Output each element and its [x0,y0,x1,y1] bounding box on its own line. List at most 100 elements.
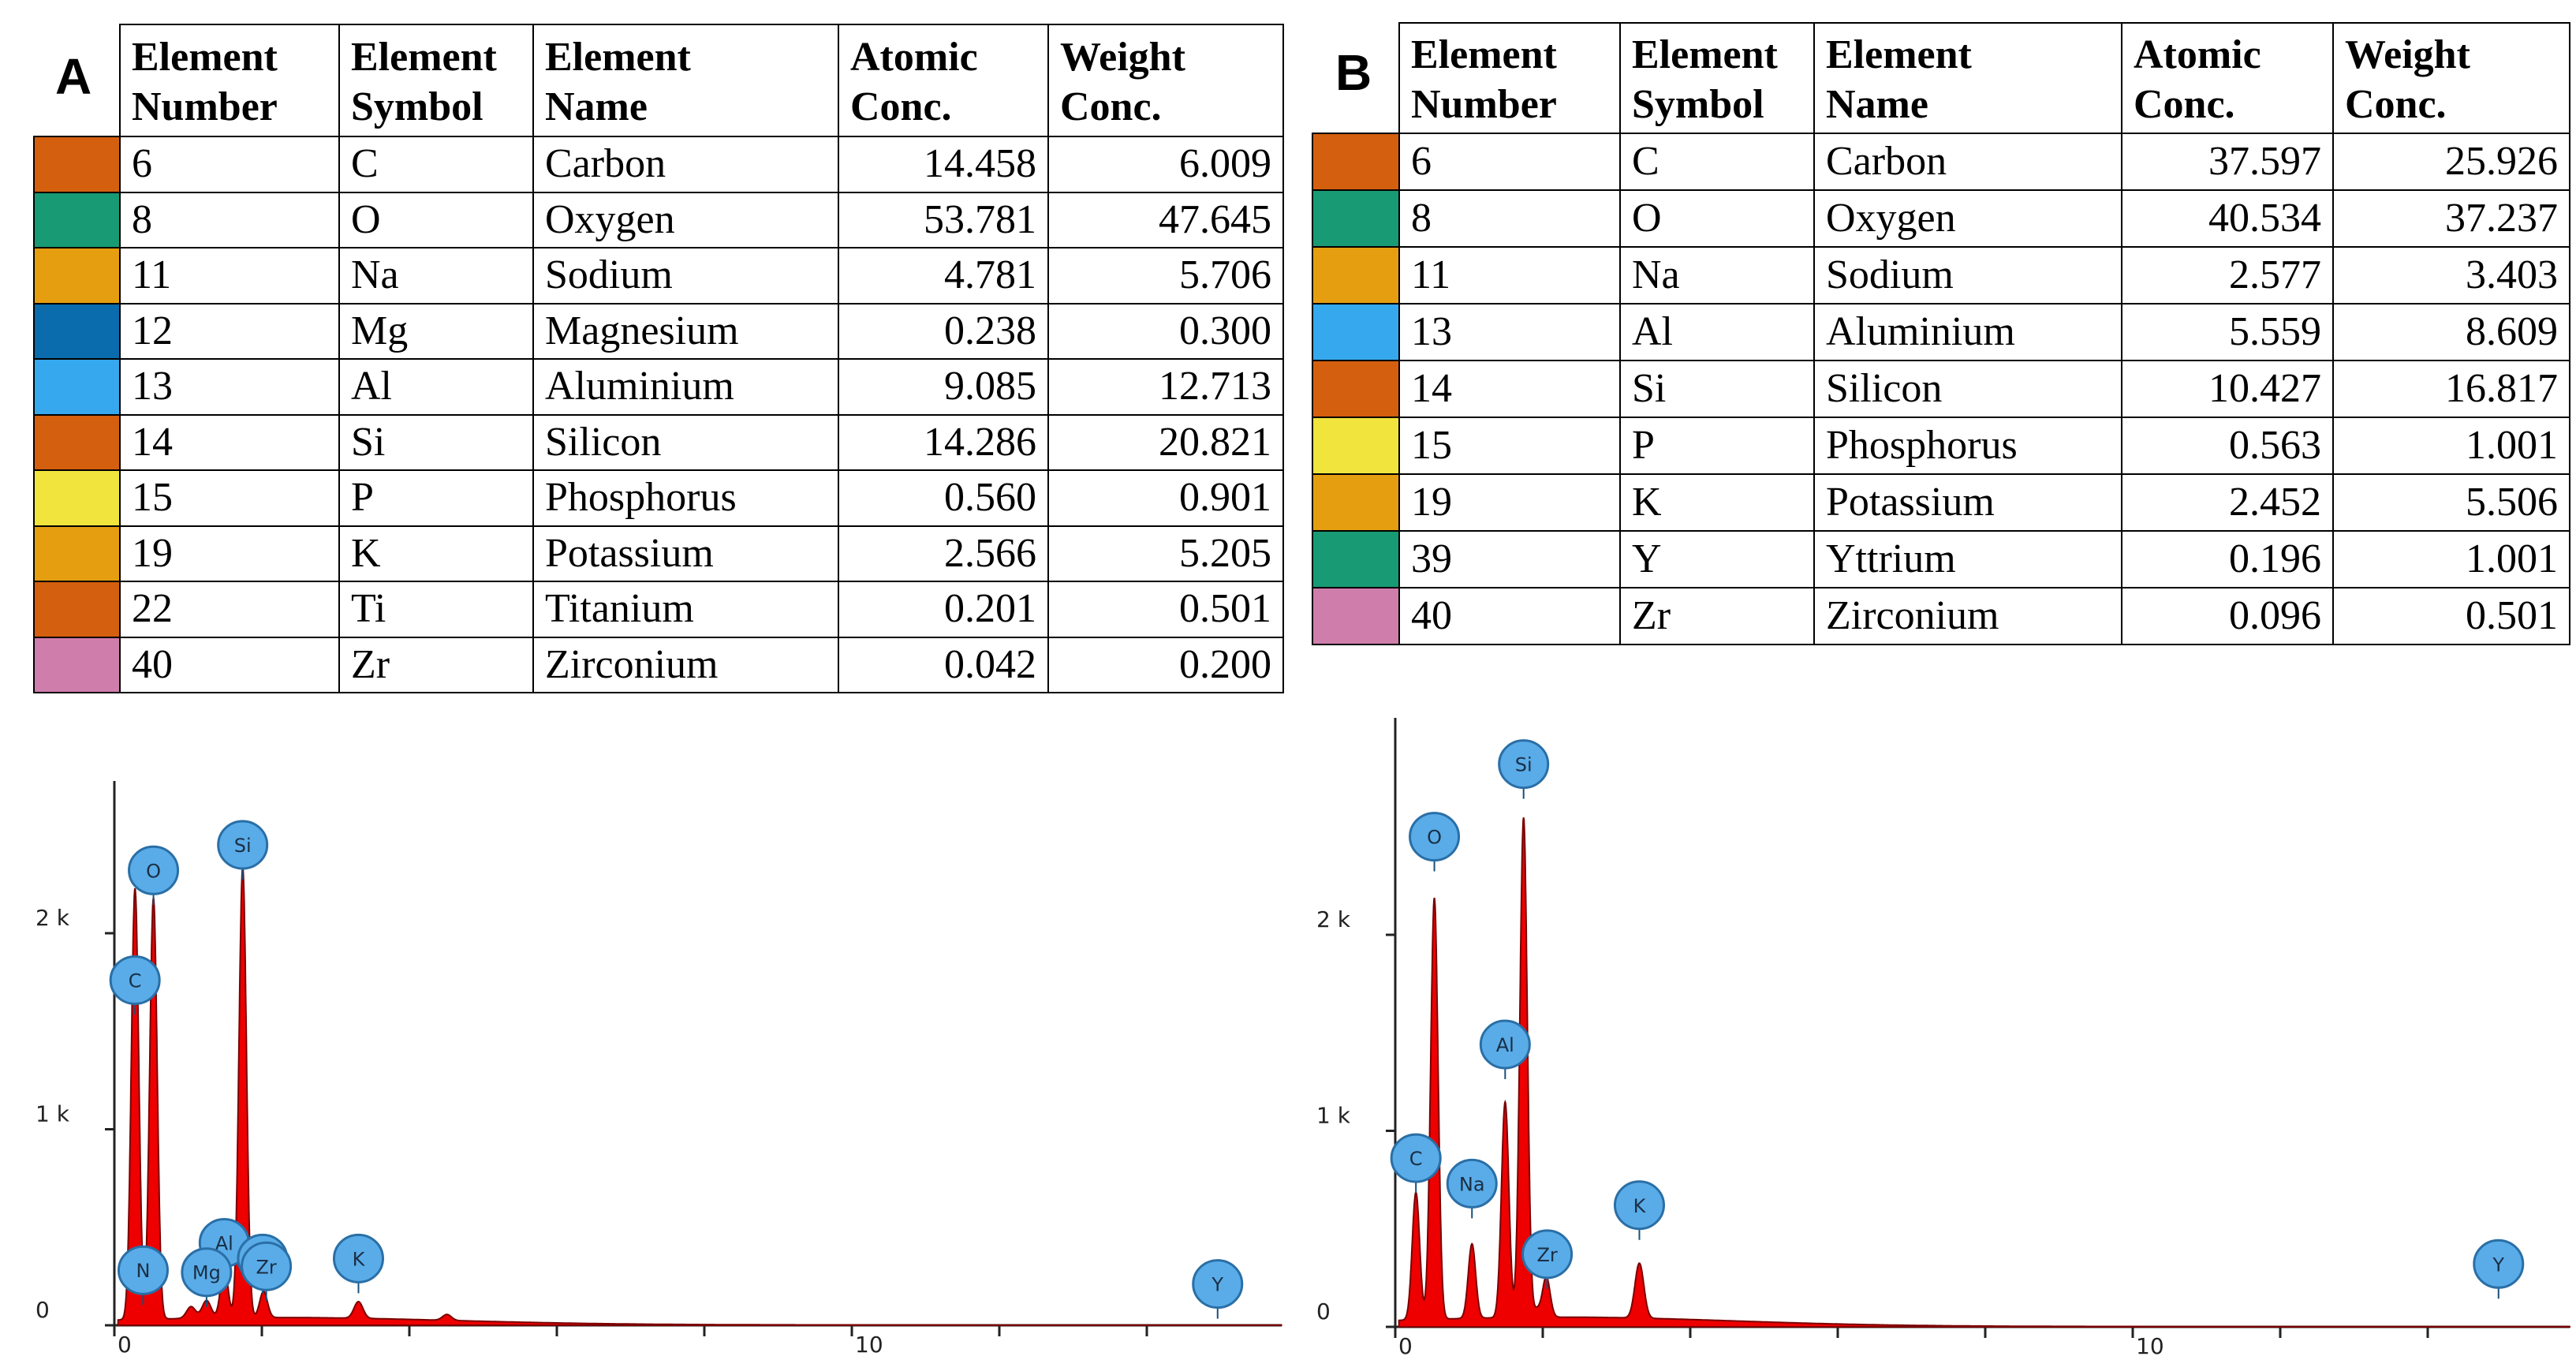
cell-weight-conc: 5.506 [2332,473,2570,532]
element-marker [128,845,180,895]
cell-element-number: 6 [119,136,340,193]
cell-weight-conc: 1.001 [2332,530,2570,588]
panel-a: A Element Number Element Symbol Element Nam… [33,24,1284,1358]
table-row: 11 Na Sodium 4.781 5.706 [33,247,1284,305]
element-marker-label: Al [1496,1034,1514,1056]
color-swatch [1312,303,1400,361]
header-element-name: Element Name [532,24,839,137]
cell-weight-conc: 8.609 [2332,303,2570,361]
table-row: 22 Ti Titanium 0.201 0.501 [33,581,1284,638]
color-swatch [33,581,121,638]
cell-weight-conc: 5.205 [1047,525,1284,582]
element-marker-label: K [1633,1195,1647,1217]
element-marker-label: O [1427,827,1442,849]
element-marker [1192,1259,1244,1310]
cell-element-number: 15 [1398,417,1621,475]
cell-element-name: Oxygen [1813,189,2122,248]
cell-element-symbol: C [338,136,534,193]
cell-atomic-conc: 0.196 [2121,530,2334,588]
element-marker [332,1233,384,1283]
color-swatch [33,469,121,527]
cell-atomic-conc: 2.566 [838,525,1049,582]
element-marker-label: Al [215,1232,233,1254]
table-row: 19 K Potassium 2.452 5.506 [1312,473,2570,532]
color-swatch [1312,587,1400,645]
element-marker [217,820,269,870]
cell-element-symbol: P [1619,417,1815,475]
table-row: 8 O Oxygen 53.781 47.645 [33,191,1284,248]
y-tick-label: 2 k [35,905,70,931]
element-marker [109,955,161,1005]
cell-element-symbol: Al [1619,303,1815,361]
cell-element-symbol: O [338,191,534,248]
cell-element-name: Yttrium [1813,530,2122,588]
cell-element-name: Phosphorus [532,469,839,527]
table-row: 40 Zr Zirconium 0.042 0.200 [33,636,1284,693]
element-marker [1479,1019,1531,1070]
cell-weight-conc: 6.009 [1047,136,1284,193]
header-element-name: Element Name [1813,22,2122,134]
y-tick-label: 2 k [1316,906,1351,932]
element-marker [117,1245,169,1295]
element-table: Element Number Element Symbol Element Name … [1312,22,2570,645]
cell-element-name: Phosphorus [1813,417,2122,475]
color-swatch [33,302,121,360]
table-row: 12 Mg Magnesium 0.238 0.300 [33,302,1284,360]
cell-element-name: Silicon [1813,360,2122,418]
element-marker [181,1247,233,1298]
element-marker [241,1241,293,1291]
cell-element-name: Silicon [532,413,839,471]
header-weight-conc: Weight Conc. [2332,22,2570,134]
cell-element-symbol: O [1619,189,1815,248]
table-row: 15 P Phosphorus 0.563 1.001 [1312,417,2570,475]
cell-element-symbol: Si [1619,360,1815,418]
cell-atomic-conc: 0.201 [838,581,1049,638]
x-tick-label: 0 [1398,1333,1413,1359]
cell-element-number: 8 [1398,189,1621,248]
color-swatch [1312,133,1400,191]
cell-element-name: Zirconium [532,636,839,693]
element-marker-label: Zr [1536,1244,1557,1266]
cell-element-number: 8 [119,191,340,248]
color-swatch [33,358,121,416]
cell-element-name: Sodium [532,247,839,305]
element-marker-label: Si [1515,754,1533,776]
cell-element-number: 19 [1398,473,1621,532]
y-tick-label: 1 k [35,1101,70,1127]
element-marker-label: Na [1459,1173,1485,1195]
table-row: 14 Si Silicon 14.286 20.821 [33,413,1284,471]
cell-atomic-conc: 4.781 [838,247,1049,305]
element-marker [1498,739,1550,790]
cell-element-symbol: Ti [338,581,534,638]
header-blank [34,24,121,137]
cell-atomic-conc: 14.286 [838,413,1049,471]
cell-element-symbol: C [1619,133,1815,191]
color-swatch [33,525,121,582]
spectrum-series [1398,817,2570,1328]
cell-atomic-conc: 9.085 [838,358,1049,416]
element-marker [1446,1158,1498,1209]
table-row: 6 C Carbon 14.458 6.009 [33,136,1284,193]
element-marker-label: C [129,970,142,992]
cell-element-name: Carbon [532,136,839,193]
header-element-number: Element Number [119,24,340,137]
element-marker [1390,1133,1442,1183]
cell-element-name: Zirconium [1813,587,2122,645]
cell-weight-conc: 1.001 [2332,417,2570,475]
cell-atomic-conc: 37.597 [2121,133,2334,191]
cell-element-symbol: K [1619,473,1815,532]
cell-element-name: Oxygen [532,191,839,248]
element-marker [1613,1180,1665,1231]
cell-element-symbol: Na [338,247,534,305]
color-swatch [33,191,121,248]
cell-weight-conc: 25.926 [2332,133,2570,191]
table-row: 40 Zr Zirconium 0.096 0.501 [1312,587,2570,645]
cell-weight-conc: 16.817 [2332,360,2570,418]
cell-element-symbol: Zr [338,636,534,693]
element-marker [2473,1239,2525,1289]
cell-element-symbol: Zr [1619,587,1815,645]
header-element-number: Element Number [1398,22,1621,134]
color-swatch [1312,530,1400,588]
element-marker [1521,1229,1574,1280]
table-row: 6 C Carbon 37.597 25.926 [1312,133,2570,191]
